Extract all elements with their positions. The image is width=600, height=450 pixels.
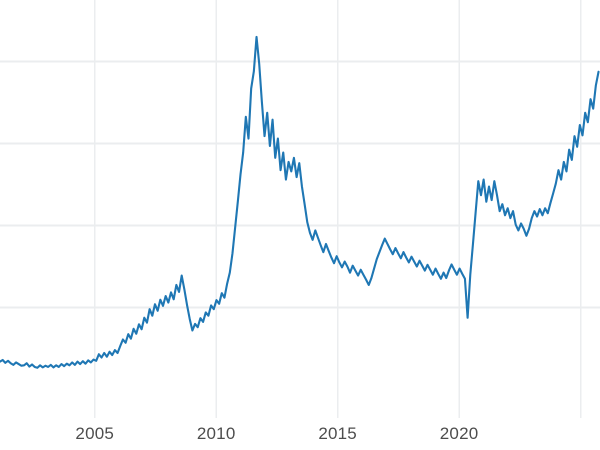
price-series-line [0, 35, 600, 369]
x-axis-tick-label: 2020 [439, 424, 479, 443]
x-axis-tick-label: 2005 [75, 424, 115, 443]
vertical-gridlines [93, 0, 582, 418]
x-axis-tick-label: 2010 [196, 424, 236, 443]
horizontal-gridlines [0, 60, 600, 309]
x-axis-tick-label: 2015 [318, 424, 357, 443]
